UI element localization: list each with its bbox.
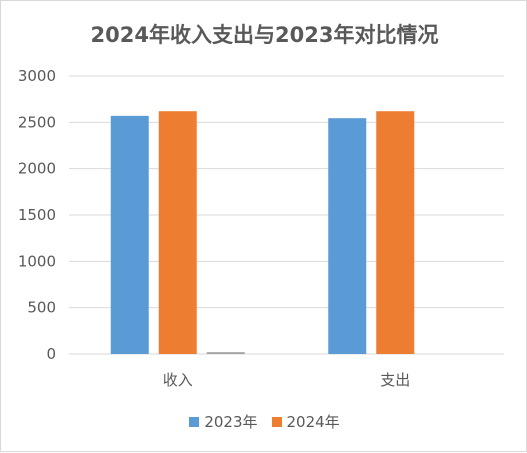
bar-2023年-收入 xyxy=(110,115,149,354)
legend-item-2023: 2023年 xyxy=(189,411,258,432)
legend-swatch-2024 xyxy=(271,416,282,427)
y-tick-label-1000: 1000 xyxy=(18,252,56,270)
legend-item-2024: 2024年 xyxy=(271,411,340,432)
legend-swatch-2023 xyxy=(189,416,200,427)
bar-2024年-支出 xyxy=(376,111,415,354)
x-category-label-支出: 支出 xyxy=(380,371,410,389)
legend: 2023年 2024年 xyxy=(1,411,527,432)
bar-2024年-收入 xyxy=(158,111,197,354)
legend-label-2023: 2023年 xyxy=(204,413,258,431)
bar-2023年-支出 xyxy=(328,118,367,354)
y-tick-label-2000: 2000 xyxy=(18,160,56,178)
y-tick-label-1500: 1500 xyxy=(18,206,56,224)
bar-series-2-收入 xyxy=(206,352,245,354)
chart-title: 2024年收入支出与2023年对比情况 xyxy=(90,23,439,47)
y-tick-label-0: 0 xyxy=(46,345,56,363)
y-tick-label-500: 500 xyxy=(27,299,56,317)
legend-label-2024: 2024年 xyxy=(286,413,340,431)
y-tick-label-3000: 3000 xyxy=(18,67,56,85)
y-tick-label-2500: 2500 xyxy=(18,113,56,131)
x-category-label-收入: 收入 xyxy=(163,371,193,389)
